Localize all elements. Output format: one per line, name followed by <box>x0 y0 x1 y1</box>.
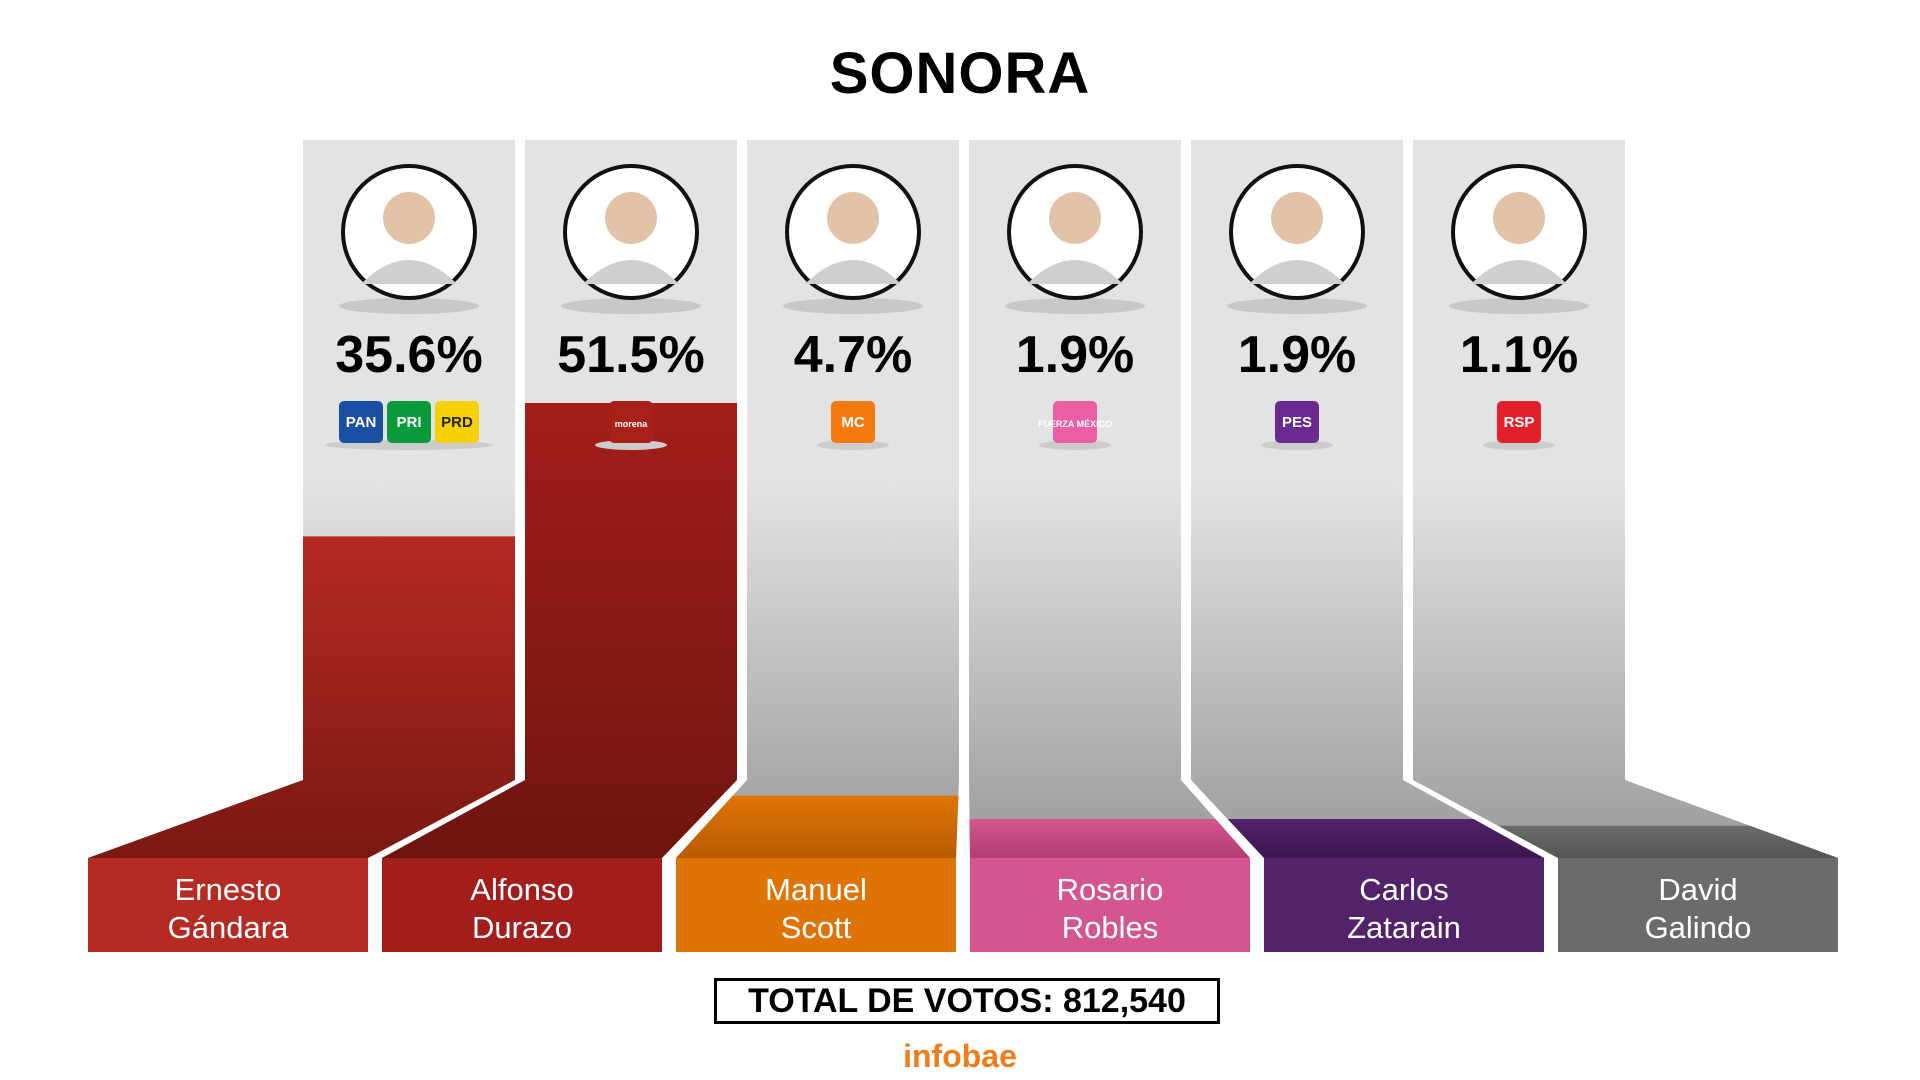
party-logo-icon <box>831 401 875 443</box>
party-logo-label: PRD <box>441 414 473 431</box>
avatar-head <box>1271 192 1323 244</box>
result-bar <box>382 403 737 858</box>
party-logo-label: PAN <box>346 414 377 431</box>
avatar-head <box>1049 192 1101 244</box>
party-logo-icon <box>1275 401 1319 443</box>
result-bar <box>88 536 515 858</box>
column-background <box>1191 140 1544 858</box>
party-logo-label: PRI <box>396 414 421 431</box>
candidate-last-name: Gándara <box>168 910 289 945</box>
avatar-shoulders <box>1027 260 1123 284</box>
candidate-last-name: Zatarain <box>1347 910 1461 945</box>
avatar-head <box>827 192 879 244</box>
chart-title: SONORA <box>829 41 1091 106</box>
percentage-label: 35.6% <box>335 326 482 384</box>
candidate-last-name: Galindo <box>1645 910 1752 945</box>
party-logo-label: FUERZA MÉXICO <box>1038 419 1112 429</box>
avatar-shadow <box>1449 298 1589 314</box>
avatar-shoulders <box>361 260 457 284</box>
candidate-last-name: Durazo <box>472 910 572 945</box>
candidate-first-name: Rosario <box>1057 872 1164 907</box>
party-logo-icon <box>339 401 383 443</box>
result-bar <box>1227 819 1544 858</box>
party-logo-icon <box>435 401 479 443</box>
name-plate <box>382 858 662 952</box>
party-logo-icon <box>387 401 431 443</box>
result-bar <box>969 819 1250 858</box>
candidate-first-name: Ernesto <box>175 872 282 907</box>
party-logo-icon <box>1053 401 1097 443</box>
candidate-first-name: Manuel <box>765 872 867 907</box>
name-plate <box>676 858 956 952</box>
avatar-shoulders <box>1471 260 1567 284</box>
avatar-shadow <box>1005 298 1145 314</box>
candidate-first-name: David <box>1658 872 1737 907</box>
percentage-label: 1.9% <box>1238 326 1357 384</box>
avatar-head <box>383 192 435 244</box>
candidate-last-name: Robles <box>1062 910 1159 945</box>
avatar-head <box>605 192 657 244</box>
party-logo-label: RSP <box>1504 414 1535 431</box>
candidate-first-name: Alfonso <box>470 872 573 907</box>
column-background <box>1413 140 1838 858</box>
avatar-shoulders <box>583 260 679 284</box>
total-votes: TOTAL DE VOTOS: 812,540 <box>714 978 1220 1024</box>
percentage-label: 1.1% <box>1460 326 1579 384</box>
candidate-last-name: Scott <box>781 910 852 945</box>
result-bar <box>1498 825 1838 858</box>
result-bar <box>676 795 959 858</box>
avatar-shadow <box>783 298 923 314</box>
avatar-shadow <box>561 298 701 314</box>
avatar-shadow <box>1227 298 1367 314</box>
party-logo-icon <box>609 401 653 443</box>
name-plate <box>1264 858 1544 952</box>
candidate-first-name: Carlos <box>1359 872 1449 907</box>
percentage-label: 51.5% <box>557 326 704 384</box>
name-plate <box>970 858 1250 952</box>
party-logo-label: MC <box>841 414 864 431</box>
percentage-label: 1.9% <box>1016 326 1135 384</box>
avatar-shoulders <box>1249 260 1345 284</box>
percentage-label: 4.7% <box>794 326 913 384</box>
party-logo-icon <box>1497 401 1541 443</box>
party-logo-label: PES <box>1282 414 1312 431</box>
avatar-shoulders <box>805 260 901 284</box>
name-plate <box>88 858 368 952</box>
brand-logo: infobae <box>903 1038 1017 1074</box>
column-background <box>969 140 1250 858</box>
name-plate <box>1558 858 1838 952</box>
column-background <box>676 140 959 858</box>
party-logo-label: morena <box>615 419 649 429</box>
avatar-head <box>1493 192 1545 244</box>
avatar-shadow <box>339 298 479 314</box>
